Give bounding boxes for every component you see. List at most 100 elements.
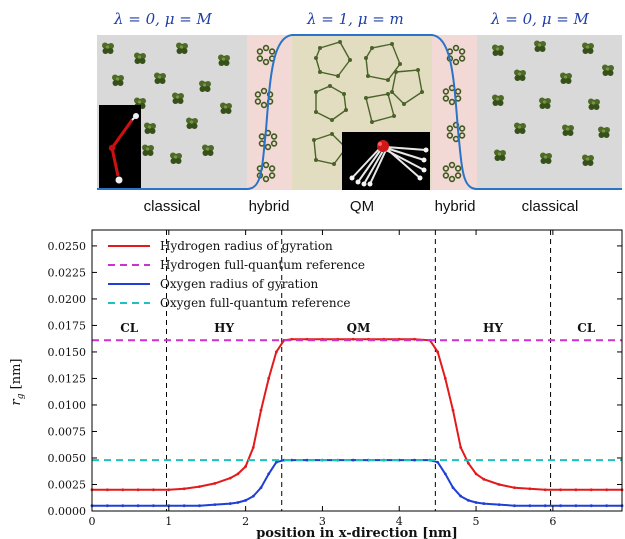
data-point [274,350,278,354]
qm-ring-beads [312,40,424,166]
region-label: QM [347,321,371,335]
data-point [589,488,593,492]
y-tick-label: 0.0050 [48,452,87,465]
data-point [267,472,271,476]
data-point [543,488,547,492]
region-label-classical-left: classical [144,198,201,215]
x-tick-label: 6 [549,515,556,528]
y-tick-label: 0.0225 [48,266,87,279]
data-point [251,494,255,498]
data-point [497,483,501,486]
data-point [474,501,478,504]
data-point [543,504,547,508]
x-axis-label: position in x-direction [nm] [256,526,458,539]
data-point [236,472,240,476]
data-point [466,461,470,465]
data-point [290,458,294,462]
region-label-classical-right: classical [522,198,579,215]
region-label: CL [577,321,596,335]
y-tick-label: 0.0125 [48,372,87,385]
lambda-label-right: λ = 0, μ = M [490,10,590,28]
data-point [121,504,125,508]
data-point [259,408,263,412]
data-point [443,472,447,476]
y-tick-label: 0.0250 [48,240,87,253]
data-point [244,465,248,468]
data-point [459,445,463,449]
x-tick-label: 0 [89,515,96,528]
x-tick-label: 1 [165,515,172,528]
data-point [228,476,232,480]
data-point [413,337,417,341]
data-point [244,498,248,502]
data-point [105,488,109,492]
y-tick-label: 0.0175 [48,319,87,332]
data-point [167,504,171,508]
data-point [305,337,309,341]
data-point [559,504,562,508]
data-point [198,504,201,508]
legend-label: Hydrogen radius of gyration [160,239,333,253]
data-point [251,445,255,449]
x-tick-label: 5 [473,515,480,528]
region-label: CL [120,321,139,335]
radius-of-gyration-plot: CL HY QM HY CL 0.0000 0.0025 0.0050 0.0075 0.0100… [9,229,624,539]
data-point [305,458,309,462]
data-point [559,488,562,492]
data-point [513,504,516,508]
y-tick-label: 0.0000 [48,505,87,518]
region-label: HY [214,321,234,335]
data-point [589,504,593,508]
data-point [474,472,478,476]
region-label: HY [483,321,503,335]
data-point [605,504,609,508]
data-point [274,460,278,464]
data-point [436,460,440,464]
data-point [574,504,578,508]
data-point [451,486,455,490]
y-tick-label: 0.0100 [48,399,87,412]
data-point [290,337,294,341]
data-point [497,503,501,507]
plot-frame [91,229,623,512]
data-point [152,504,155,508]
data-point [574,488,578,492]
region-label-hybrid-right: hybrid [435,198,476,215]
data-point [436,350,440,354]
x-tick-label: 2 [242,515,249,528]
legend-label: Hydrogen full-quantum reference [160,258,365,272]
data-point [136,504,140,508]
region-label-qm: QM [350,198,374,215]
data-point [528,504,532,508]
data-point [513,486,516,490]
y-tick-label: 0.0150 [48,346,87,359]
data-point [152,488,155,492]
data-point [443,377,447,380]
data-point [351,337,355,341]
adaptive-resolution-schematic: λ = 0, μ = M λ = 1, μ = m λ = 0, μ = M c… [97,10,622,215]
data-point [259,486,263,490]
data-point [213,482,217,485]
legend-label: Oxygen radius of gyration [160,277,319,291]
y-tick-label: 0.0025 [48,478,87,491]
data-point [136,488,140,492]
lambda-switching-curve [97,34,622,190]
lambda-label-center: λ = 1, μ = m [306,10,404,28]
data-point [228,502,232,505]
lambda-label-left: λ = 0, μ = M [113,10,213,28]
data-point [351,458,355,462]
region-label-hybrid-left: hybrid [249,198,290,215]
data-point [451,408,455,412]
data-point [167,488,171,492]
y-axis-label: rg [nm] [9,359,26,406]
classical-water-inset [99,105,141,188]
series-line [92,338,622,491]
y-tick-label: 0.0075 [48,425,87,438]
data-point [236,501,240,504]
hybrid-region-left [247,35,292,190]
data-point [605,488,609,492]
x-tick-label: 4 [396,515,403,528]
data-point [413,458,417,462]
series-line [92,459,622,507]
data-point [105,504,109,508]
